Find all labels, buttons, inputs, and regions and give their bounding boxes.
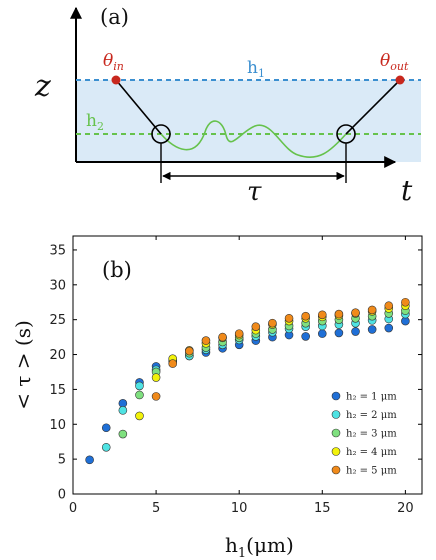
exit-segment — [345, 79, 401, 135]
x-tick-label: 0 — [69, 501, 77, 516]
data-point-series-5 — [401, 297, 410, 307]
data-point-series-1 — [317, 329, 327, 338]
legend-marker — [331, 428, 341, 438]
data-point-series-2 — [118, 406, 128, 415]
z-axis-label: z — [34, 69, 51, 104]
y-tick-label: 25 — [49, 313, 66, 328]
y-tick-label: 20 — [49, 348, 66, 363]
scatter-points — [85, 297, 410, 465]
x-tick-label: 20 — [397, 501, 414, 516]
legend-entry-label: h₂ = 4 μm — [346, 447, 397, 458]
data-point-series-2 — [101, 442, 111, 452]
legend-marker — [331, 410, 341, 419]
data-point-series-5 — [284, 313, 294, 323]
tau-label: τ — [247, 177, 262, 207]
data-point-series-3 — [135, 390, 144, 400]
data-point-series-1 — [334, 328, 344, 338]
legend-entry-label: h₂ = 5 μm — [346, 466, 397, 477]
h1-label: h1 — [247, 58, 265, 80]
legend-entry-label: h₂ = 1 μm — [346, 392, 397, 403]
legend-entry-label: h₂ = 3 μm — [346, 429, 397, 440]
legend-marker — [331, 391, 341, 401]
theta-out-point — [395, 75, 405, 85]
panel-a: (a) z t τ θin θout h1 h2 — [34, 5, 421, 207]
legend: h₂ = 1 μm h₂ = 2 μm h₂ = 3 μm h₂ = 4 μm h₂ =… — [331, 391, 397, 477]
x-tick-label: 15 — [314, 501, 331, 516]
data-point-series-4 — [151, 373, 161, 382]
t-axis-label: t — [401, 174, 413, 207]
data-point-series-1 — [85, 455, 94, 465]
data-point-series-1 — [351, 327, 360, 336]
tick-group: 0 5 10 15 20 0 5 10 15 20 25 30 35 — [49, 236, 422, 516]
data-point-series-1 — [367, 325, 377, 334]
data-point-series-5 — [218, 332, 227, 342]
data-point-series-1 — [384, 323, 394, 333]
data-point-series-5 — [185, 346, 194, 356]
panel-b-label: (b) — [102, 258, 132, 282]
legend-marker — [331, 465, 341, 475]
entry-segment — [115, 79, 162, 135]
y-tick-label: 35 — [49, 243, 66, 258]
h1-band — [76, 80, 421, 162]
legend-entry-label: h₂ = 2 μm — [346, 410, 397, 421]
legend-marker — [331, 447, 341, 456]
y-tick-label: 0 — [58, 488, 66, 503]
data-point-series-5 — [301, 311, 310, 321]
theta-in-point — [111, 75, 121, 85]
y-tick-label: 5 — [58, 453, 66, 468]
x-tick-label: 10 — [231, 501, 248, 516]
y-tick-label: 10 — [49, 418, 66, 433]
data-point-series-5 — [151, 392, 161, 401]
data-point-series-1 — [301, 332, 310, 341]
data-point-series-5 — [317, 310, 327, 320]
h2-label: h2 — [86, 111, 104, 133]
data-point-series-5 — [268, 318, 277, 328]
data-point-series-3 — [118, 429, 128, 439]
data-point-series-5 — [201, 336, 211, 345]
x-axis-title: h1(μm) — [225, 533, 294, 560]
data-point-series-4 — [135, 411, 144, 421]
data-point-series-5 — [234, 329, 244, 338]
data-point-series-5 — [251, 322, 261, 331]
trajectory-curve — [160, 120, 347, 159]
data-point-series-5 — [367, 305, 377, 315]
theta-out-label: θout — [380, 51, 409, 73]
y-axis-title: < τ > (s) — [11, 320, 35, 410]
data-point-series-5 — [334, 309, 344, 319]
panel-a-label: (a) — [100, 5, 129, 29]
x-tick-label: 5 — [152, 501, 160, 516]
y-tick-label: 15 — [49, 383, 66, 398]
theta-in-label: θin — [103, 51, 124, 73]
plot-frame — [72, 235, 423, 495]
data-point-series-1 — [101, 423, 111, 433]
data-point-series-5 — [168, 359, 178, 368]
panel-b: 0 5 10 15 20 0 5 10 15 20 25 30 35 (b) h1(μm) < τ > … — [11, 235, 423, 560]
y-tick-label: 30 — [49, 278, 66, 293]
data-point-series-5 — [384, 301, 394, 311]
data-point-series-2 — [135, 381, 144, 391]
data-point-series-5 — [351, 308, 360, 318]
